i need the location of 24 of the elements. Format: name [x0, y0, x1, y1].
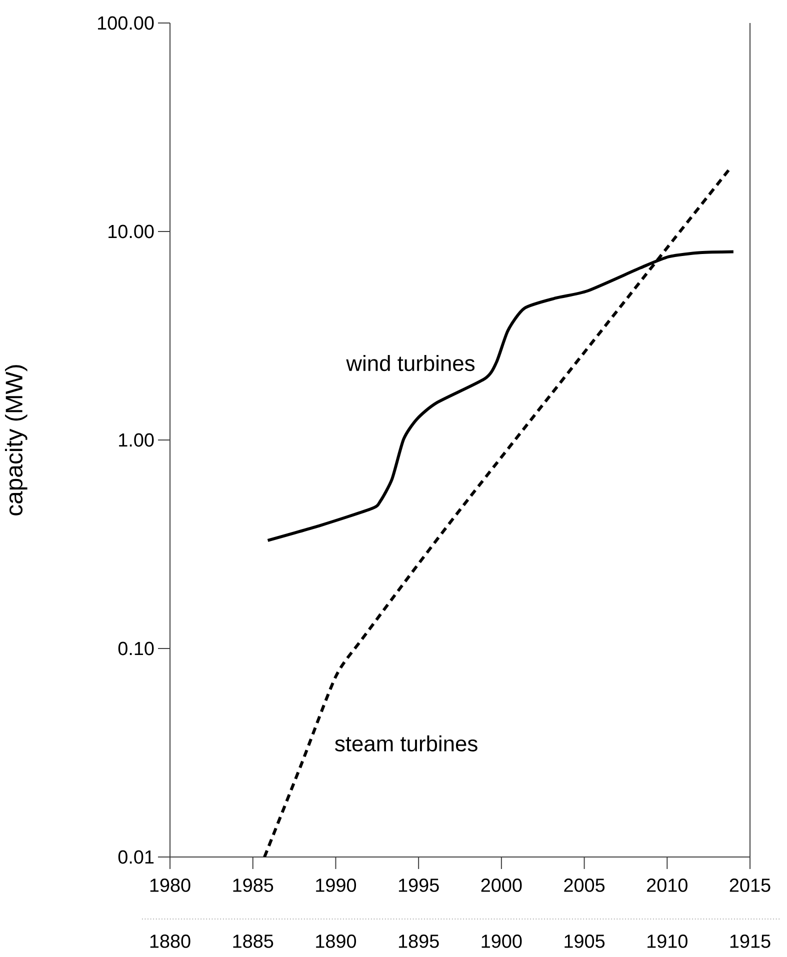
x-tick-label: 2010	[647, 878, 688, 892]
x2-tick-label: 1890	[316, 934, 356, 948]
y-tick-label: 0.10	[118, 642, 154, 656]
x2-tick-label: 1880	[150, 934, 190, 948]
x-tick-label: 2000	[481, 878, 522, 892]
x-tick-label: 1985	[233, 878, 274, 892]
x2-tick-label: 1905	[564, 934, 605, 948]
y-tick-label: 0.01	[118, 850, 154, 864]
series-label: wind turbines	[346, 355, 475, 372]
x2-tick-label: 1895	[398, 934, 439, 948]
x2-tick-label: 1885	[233, 934, 274, 948]
y-tick-label: 1.00	[119, 433, 154, 447]
x-tick-label: 1990	[316, 878, 356, 892]
x-tick-label: 2005	[564, 878, 605, 892]
x2-tick-label: 1915	[730, 934, 770, 948]
x2-tick-label: 1910	[648, 934, 688, 948]
y-tick-label: 100.00	[98, 16, 154, 30]
x2-tick-label: 1900	[482, 934, 522, 948]
x-tick-label: 2015	[730, 878, 770, 892]
y-tick-label: 10.00	[108, 224, 154, 238]
x-tick-label: 1995	[398, 878, 439, 892]
y-axis-title: capacity (MW)	[4, 365, 28, 516]
series-label: steam turbines	[335, 735, 478, 752]
x-tick-label: 1980	[150, 878, 190, 892]
